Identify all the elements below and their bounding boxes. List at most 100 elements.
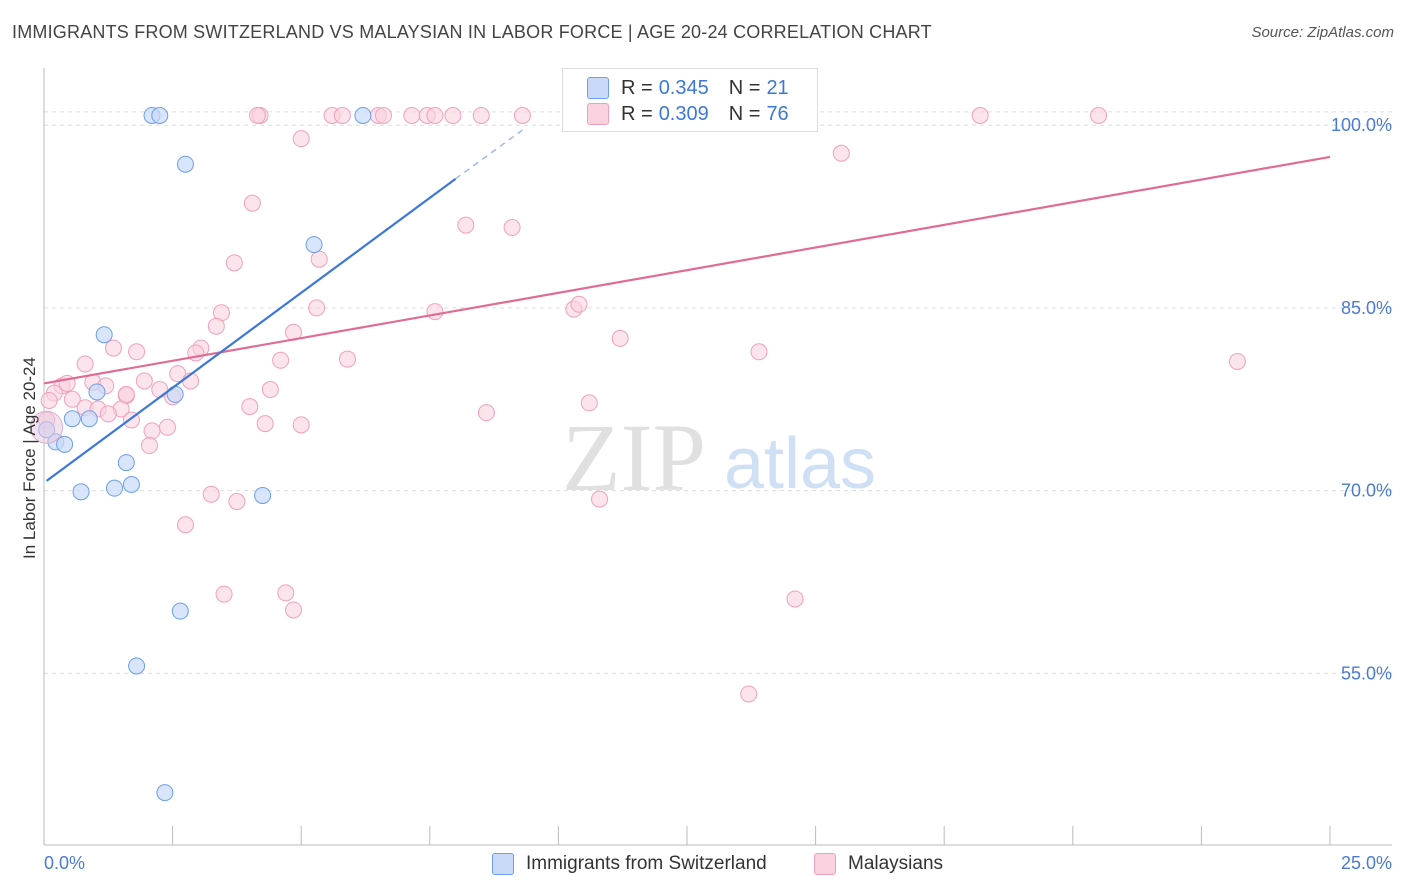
legend-n-value: 21 (766, 76, 789, 99)
bottom-legend-swatch-blue (492, 853, 514, 875)
point-malaysian (207, 317, 225, 335)
bottom-legend-swatch-pink (814, 853, 836, 875)
point-malaysian (971, 106, 989, 124)
point-switzerland (72, 483, 90, 501)
point-malaysian (333, 106, 351, 124)
legend-r-label: R = (621, 76, 653, 99)
source-label: Source: ZipAtlas.com (1251, 24, 1394, 41)
y-tick-label: 55.0% (1341, 663, 1392, 683)
point-malaysian (228, 493, 246, 511)
point-malaysian (135, 372, 153, 390)
point-malaysian (570, 295, 588, 313)
chart-title: IMMIGRANTS FROM SWITZERLAND VS MALAYSIAN… (12, 22, 932, 42)
legend-r-value: 0.309 (658, 102, 709, 125)
point-malaysian (308, 299, 326, 317)
x-tick-labels: 0.0% 25.0% (44, 853, 1392, 873)
point-cluster (30, 410, 64, 444)
point-switzerland (171, 602, 189, 620)
legend-r-value: 0.345 (658, 76, 709, 99)
legend-n-value: 76 (766, 102, 789, 125)
watermark: ZIP atlas (562, 404, 876, 511)
point-malaysian (292, 416, 310, 434)
x-tick-label: 0.0% (44, 853, 85, 873)
point-switzerland (105, 479, 123, 497)
point-malaysian (99, 405, 117, 423)
point-switzerland (151, 106, 169, 124)
point-switzerland (88, 383, 106, 401)
y-axis-label: In Labor Force | Age 20-24 (20, 357, 39, 559)
point-malaysian (158, 418, 176, 436)
point-malaysian (225, 254, 243, 272)
point-malaysian (338, 350, 356, 368)
point-malaysian (117, 385, 135, 403)
point-malaysian (140, 437, 158, 455)
x-tick-label: 25.0% (1341, 853, 1392, 873)
point-malaysian (580, 394, 598, 412)
point-switzerland (128, 657, 146, 675)
point-malaysian (740, 685, 758, 703)
point-malaysian (786, 590, 804, 608)
legend-swatch-pink (587, 103, 609, 125)
point-malaysian (202, 485, 220, 503)
point-malaysian (457, 216, 475, 234)
point-malaysian (292, 130, 310, 148)
point-malaysian (375, 106, 393, 124)
legend-swatch-blue (587, 77, 609, 99)
point-switzerland (56, 435, 74, 453)
point-malaysian (128, 343, 146, 361)
point-switzerland (63, 410, 81, 428)
point-switzerland (122, 476, 140, 494)
point-malaysian (169, 365, 187, 383)
point-switzerland (305, 236, 323, 254)
y-tick-labels: 55.0% 70.0% 85.0% 100.0% (1331, 115, 1392, 683)
point-switzerland (117, 454, 135, 472)
point-malaysian (310, 250, 328, 268)
point-malaysian (272, 351, 290, 369)
point-malaysian (261, 381, 279, 399)
grid (44, 111, 1392, 674)
legend-n-label: N = (728, 102, 761, 125)
point-malaysian (426, 106, 444, 124)
bottom-legend-switzerland: Immigrants from Switzerland (492, 852, 767, 876)
series-switzerland (30, 106, 372, 802)
legend-row-malaysians: R = 0.309 N = 76 (587, 102, 789, 126)
point-malaysian (477, 404, 495, 422)
watermark-atlas: atlas (724, 424, 876, 504)
legend: R = 0.345 N = 21 R = 0.309 N = 76 (562, 68, 818, 132)
point-malaysian (832, 144, 850, 162)
point-switzerland (354, 106, 372, 124)
point-malaysian (76, 355, 94, 373)
y-tick-label: 85.0% (1341, 298, 1392, 318)
point-malaysian (1090, 106, 1108, 124)
point-malaysian (40, 391, 58, 409)
point-malaysian (256, 415, 274, 433)
watermark-zip: ZIP (562, 404, 706, 511)
y-tick-label: 70.0% (1341, 481, 1392, 501)
trend-line-malaysians (43, 155, 1331, 385)
trend-lines (43, 129, 1331, 482)
bottom-legend-label: Immigrants from Switzerland (526, 853, 767, 874)
point-malaysian (143, 422, 161, 440)
bottom-legend-label: Malaysians (848, 853, 944, 874)
axes (43, 68, 1392, 846)
point-malaysian (513, 106, 531, 124)
point-switzerland (176, 155, 194, 173)
point-malaysian (241, 398, 259, 416)
point-malaysian (591, 490, 609, 508)
point-malaysian (243, 194, 261, 212)
bottom-legend-malaysians: Malaysians (814, 852, 943, 876)
point-malaysian (277, 584, 295, 602)
point-switzerland (95, 326, 113, 344)
point-malaysian (750, 343, 768, 361)
y-tick-label: 100.0% (1331, 115, 1392, 135)
point-malaysian (611, 329, 629, 347)
point-malaysian (248, 106, 266, 124)
trend-line-switzerland (45, 177, 457, 482)
point-malaysian (104, 339, 122, 357)
point-malaysian (403, 106, 421, 124)
point-malaysian (503, 219, 521, 237)
point-malaysian (63, 390, 81, 408)
point-switzerland (156, 784, 174, 802)
point-malaysian (1228, 353, 1246, 371)
